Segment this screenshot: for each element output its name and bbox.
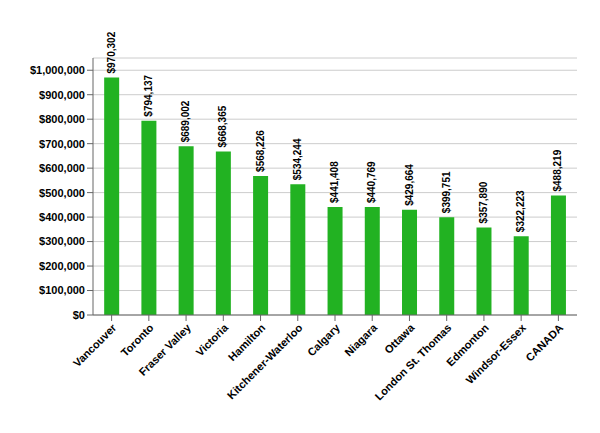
svg-text:$400,000: $400,000 xyxy=(39,211,85,223)
svg-text:$668,365: $668,365 xyxy=(217,105,228,147)
svg-text:Hamilton: Hamilton xyxy=(225,321,268,364)
svg-text:London St. Thomas: London St. Thomas xyxy=(373,321,454,402)
svg-text:Victoria: Victoria xyxy=(193,321,230,358)
svg-text:Edmonton: Edmonton xyxy=(443,321,491,369)
svg-text:$0: $0 xyxy=(73,309,85,321)
svg-text:Niagara: Niagara xyxy=(342,321,380,359)
svg-text:$970,302: $970,302 xyxy=(106,31,117,73)
svg-text:$429,664: $429,664 xyxy=(404,164,415,206)
svg-text:$600,000: $600,000 xyxy=(39,162,85,174)
svg-text:$357,890: $357,890 xyxy=(478,181,489,223)
svg-text:$900,000: $900,000 xyxy=(39,89,85,101)
svg-text:$794,137: $794,137 xyxy=(143,74,154,116)
svg-text:$1,000,000: $1,000,000 xyxy=(30,64,85,76)
svg-text:$700,000: $700,000 xyxy=(39,138,85,150)
svg-text:$568,226: $568,226 xyxy=(255,130,266,172)
svg-text:$440,769: $440,769 xyxy=(366,161,377,203)
svg-text:Windsor-Essex: Windsor-Essex xyxy=(463,321,528,386)
svg-text:$800,000: $800,000 xyxy=(39,113,85,125)
svg-text:$441,408: $441,408 xyxy=(329,161,340,203)
svg-text:Toronto: Toronto xyxy=(118,321,155,358)
svg-text:$300,000: $300,000 xyxy=(39,235,85,247)
svg-text:Fraser Valley: Fraser Valley xyxy=(137,321,194,378)
svg-text:$689,002: $689,002 xyxy=(180,100,191,142)
svg-text:CANADA: CANADA xyxy=(523,321,565,363)
svg-text:$200,000: $200,000 xyxy=(39,260,85,272)
svg-text:Calgary: Calgary xyxy=(305,321,343,359)
svg-text:$488,219: $488,219 xyxy=(552,149,563,191)
svg-text:Vancouver: Vancouver xyxy=(71,321,119,369)
svg-text:Ottawa: Ottawa xyxy=(382,321,417,356)
svg-text:$399,751: $399,751 xyxy=(441,171,452,213)
svg-text:$500,000: $500,000 xyxy=(39,187,85,199)
svg-text:$534,244: $534,244 xyxy=(292,138,303,180)
svg-text:Kitchener-Waterloo: Kitchener-Waterloo xyxy=(225,321,305,401)
svg-text:$100,000: $100,000 xyxy=(39,284,85,296)
svg-text:$322,223: $322,223 xyxy=(515,190,526,232)
